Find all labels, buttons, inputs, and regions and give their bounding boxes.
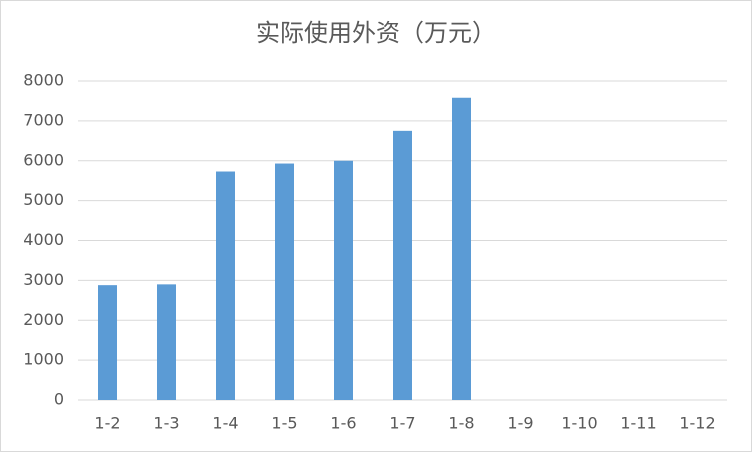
y-tick-label: 7000 xyxy=(23,110,64,129)
x-tick-label: 1-2 xyxy=(94,414,120,433)
bar xyxy=(452,97,471,400)
x-tick-label: 1-5 xyxy=(271,414,297,433)
y-tick-label: 8000 xyxy=(23,71,64,90)
x-tick-label: 1-9 xyxy=(507,414,533,433)
bar xyxy=(98,285,117,400)
chart-title: 实际使用外资（万元） xyxy=(256,19,496,47)
y-tick-label: 4000 xyxy=(23,230,64,249)
x-tick-label: 1-11 xyxy=(620,414,656,433)
y-tick-label: 5000 xyxy=(23,190,64,209)
y-tick-label: 1000 xyxy=(23,350,64,369)
x-tick-label: 1-6 xyxy=(330,414,356,433)
x-tick-label: 1-12 xyxy=(679,414,715,433)
x-tick-label: 1-10 xyxy=(561,414,597,433)
bar xyxy=(157,284,176,400)
bar xyxy=(275,163,294,400)
y-tick-label: 3000 xyxy=(23,270,64,289)
y-tick-label: 6000 xyxy=(23,150,64,169)
x-tick-label: 1-3 xyxy=(153,414,179,433)
x-tick-label: 1-7 xyxy=(389,414,415,433)
bar xyxy=(393,130,412,400)
x-tick-label: 1-8 xyxy=(448,414,474,433)
y-tick-label: 2000 xyxy=(23,310,64,329)
y-tick-label: 0 xyxy=(54,390,64,409)
bar xyxy=(334,160,353,400)
x-tick-label: 1-4 xyxy=(212,414,238,433)
bar xyxy=(216,171,235,400)
